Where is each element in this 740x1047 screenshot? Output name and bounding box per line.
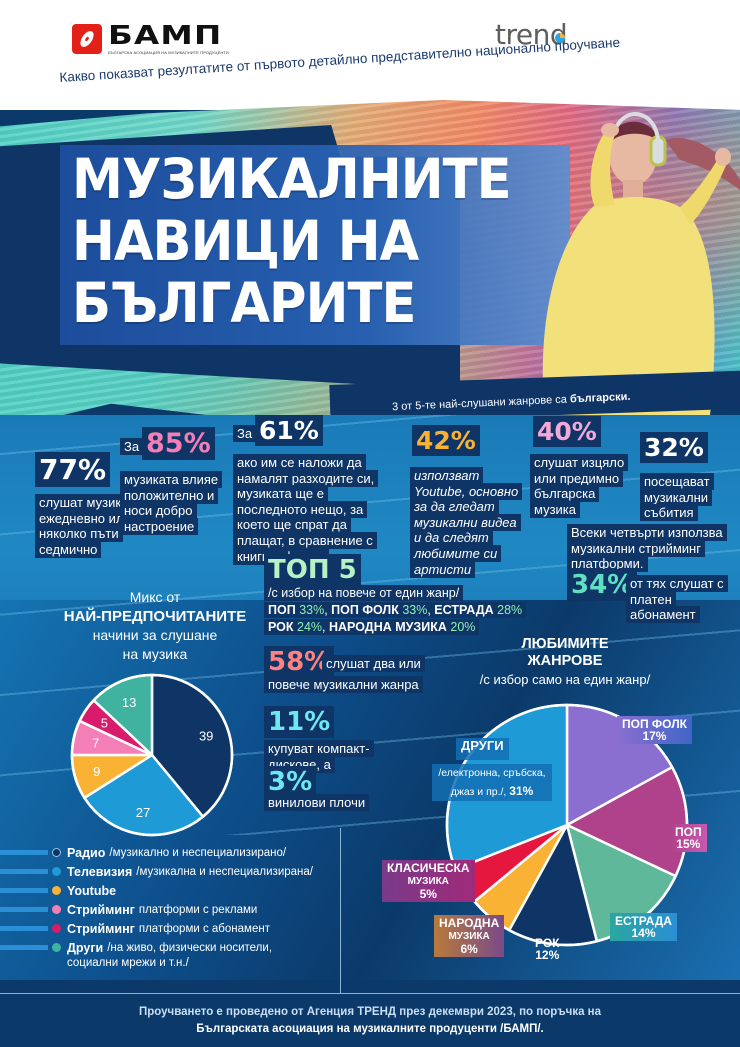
stat-40-value: 40%: [533, 416, 601, 447]
legend-item-streaming-subscription: Стрийминг платформи с абонамент: [0, 919, 370, 938]
stat-40-text: слушат изцяло или предимно българска муз…: [530, 454, 630, 518]
mix-chart-title: Микс от НАЙ-ПРЕДПОЧИТАНИТЕ начини за слу…: [63, 589, 247, 662]
label-klasicheska: КЛАСИЧЕСКА МУЗИКА 5%: [382, 860, 475, 902]
trend-name: trend: [495, 18, 568, 51]
stat-61-value: 61%: [255, 415, 323, 446]
page-title: МУЗИКАЛНИТЕ НАВИЦИ НА БЪЛГАРИТЕ: [72, 147, 512, 335]
legend-dot-icon: [52, 848, 61, 857]
stat-61-prefix: За: [233, 425, 257, 442]
legend-item-tv: Телевизия/музикална и неспециализирана/: [0, 862, 370, 881]
streaming-rest: от тях слушат с платен абонамент: [626, 575, 736, 624]
legend-item-other-cont: социални мрежи и т.н./: [67, 957, 189, 969]
stat-32-value: 32%: [640, 432, 708, 463]
pie-value-label: 9: [93, 764, 100, 779]
legend-dot-icon: [52, 867, 61, 876]
stat-77-value: 77%: [35, 452, 111, 487]
stat-58-text-2: повече музикални жанра: [264, 676, 423, 693]
label-pop: ПОП 15%: [670, 824, 707, 852]
footer: Проучването е проведено от Агенция ТРЕНД…: [0, 994, 740, 1047]
top5-list: /с избор на повече от един жанр/ ПОП 33%…: [264, 585, 534, 636]
pie-value-label: 5: [101, 716, 108, 731]
pie-value-label: 13: [122, 695, 136, 710]
legend-dot-icon: [52, 924, 61, 933]
stat-11-text: купуват компакт-дискове, а: [264, 740, 394, 773]
stat-42-text: използват Youtube, основно за да гледат …: [410, 467, 523, 578]
label-drugi: ДРУГИ: [456, 738, 509, 760]
legend-dot-icon: [52, 943, 61, 952]
bamp-name: БАМП: [108, 21, 223, 51]
genre-chart-title: ЛЮБИМИТЕ ЖАНРОВЕ /с избор само на един ж…: [479, 636, 651, 687]
bamp-tagline: БЪЛГАРСКА АСОЦИАЦИЯ НА МУЗИКАЛНИТЕ ПРОДУ…: [108, 50, 229, 55]
stat-42-value: 42%: [412, 425, 480, 456]
stat-58-text-1: слушат два или: [322, 655, 425, 672]
header: [0, 0, 740, 110]
legend-dot-icon: [52, 905, 61, 914]
divider-horizontal: [0, 993, 740, 994]
pie-dot-icon: [555, 32, 566, 43]
stat-3-text: винилови плочи: [264, 794, 370, 811]
trend-logo: trend: [495, 18, 568, 51]
bamp-logo: БАМП БЪЛГАРСКА АСОЦИАЦИЯ НА МУЗИКАЛНИТЕ …: [72, 23, 229, 55]
mix-legend: Радио/музикално и неспециализирано/ Теле…: [0, 843, 370, 975]
legend-item-other: Други/на живо, физически носители,: [0, 938, 370, 957]
title-panel-highlight: [60, 145, 570, 345]
streaming-value: 34%: [567, 569, 638, 601]
label-estrada: ЕСТРАДА 14%: [610, 913, 677, 941]
label-popfolk: ПОП ФОЛК 17%: [617, 716, 692, 744]
streaming-text: Всеки четвърти използва музикални стрийм…: [567, 524, 737, 573]
stat-61-text: ако им се наложи да намалят разходите си…: [233, 454, 393, 565]
label-narodna: НАРОДНА МУЗИКА 6%: [434, 915, 505, 957]
stat-3-value: 3%: [264, 766, 317, 798]
divider-vertical: [340, 828, 341, 993]
stat-32-text: посещават музикални събития: [640, 473, 730, 522]
legend-item-youtube: Youtube: [0, 881, 370, 900]
stat-77-text: слушат музика ежедневно или няколко пъти…: [35, 494, 145, 558]
pie-value-label: 39: [199, 728, 213, 743]
label-rok: РОК 12%: [535, 936, 560, 962]
legend-dot-icon: [52, 886, 61, 895]
pie-value-label: 27: [136, 805, 150, 820]
woman-with-headphones-illustration: [542, 112, 740, 415]
stat-85-value: 85%: [142, 427, 215, 460]
listening-mix-pie-chart: 39 27 9 75 13: [70, 673, 234, 837]
stat-85-text: музиката влияе положително и носи добро …: [120, 471, 225, 535]
legend-item-radio: Радио/музикално и неспециализирано/: [0, 843, 370, 862]
stat-11-value: 11%: [264, 706, 335, 738]
stat-85-prefix: За: [120, 438, 144, 455]
label-drugi-sub: /електронна, сръбска, джаз и пр./, 31%: [432, 764, 552, 801]
legend-item-streaming-ads: Стрийминг платформи с реклами: [0, 900, 370, 919]
top5-title: ТОП 5: [264, 554, 361, 586]
pie-value-label: 7: [92, 735, 99, 750]
disc-icon: [72, 24, 102, 54]
stat-58-value: 58%: [264, 646, 335, 678]
